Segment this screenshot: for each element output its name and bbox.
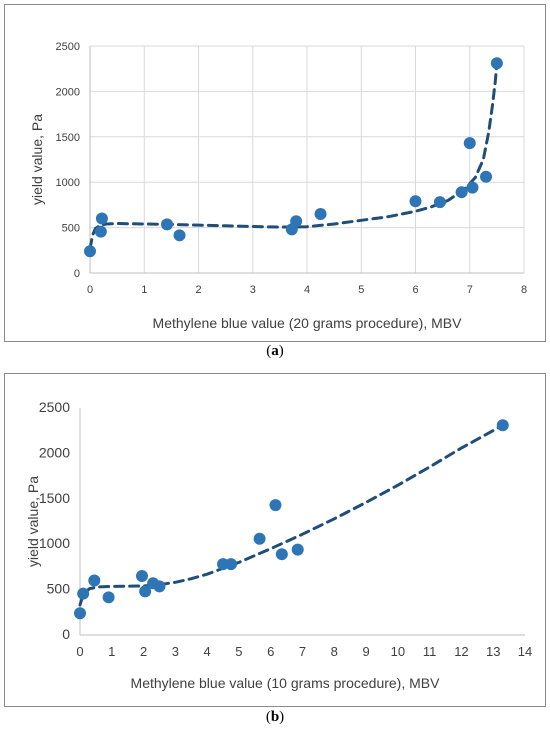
data-point (314, 207, 327, 220)
chart-panel-a: 0 1 2 3 4 5 6 7 8 0 500 1000 1500 2000 2500 Methylene b… (0, 0, 550, 342)
x-tick-label: 9 (362, 644, 369, 659)
y-tick-label: 1000 (39, 535, 70, 551)
y-tick-label: 2000 (56, 86, 80, 98)
data-point (94, 225, 107, 238)
y-tick-label: 1500 (56, 132, 80, 144)
data-point (253, 532, 266, 545)
x-tick-label: 5 (358, 284, 364, 296)
data-point (161, 218, 174, 231)
caption-a: (a) (266, 343, 284, 359)
chart-panel-b: 0 1 2 3 4 5 6 7 8 9 10 11 12 13 14 0 500 1000 1500 2000 2500… (0, 370, 550, 707)
x-tick-label: 8 (331, 644, 338, 659)
x-tick-label: 10 (391, 644, 405, 659)
data-point (95, 212, 108, 225)
data-point (224, 558, 237, 571)
x-tick-label: 4 (204, 644, 211, 659)
data-point (84, 245, 96, 258)
chart-a: 0 1 2 3 4 5 6 7 8 0 500 1000 1500 2000 2500 Methylene b… (29, 41, 527, 331)
data-point (77, 587, 90, 600)
x-tick-label: 7 (299, 644, 306, 659)
x-tick-label: 3 (250, 284, 256, 296)
data-point (409, 195, 422, 208)
y-axis-title: yield value, Pa (25, 476, 41, 567)
trendline (78, 423, 505, 607)
caption-b: (b) (265, 709, 285, 725)
data-point (269, 499, 282, 512)
data-point (102, 591, 115, 604)
x-tick-label: 1 (141, 284, 147, 296)
x-tick-label: 6 (412, 284, 418, 296)
data-point (480, 170, 493, 183)
data-point (153, 580, 166, 593)
data-point (291, 543, 304, 556)
y-tick-label: 2500 (56, 41, 80, 53)
y-tick-label: 0 (74, 268, 80, 280)
data-point (290, 215, 303, 228)
data-point (135, 569, 148, 582)
y-tick-label: 0 (62, 626, 70, 642)
data-point (490, 57, 503, 70)
x-axis-title: Methylene blue value (20 grams procedure… (153, 315, 463, 331)
x-tick-label: 1 (108, 644, 115, 659)
x-tick-label: 0 (87, 284, 93, 296)
x-tick-label: 4 (304, 284, 310, 296)
x-tick-label: 11 (423, 644, 437, 659)
x-tick-label: 2 (140, 644, 147, 659)
data-point (433, 196, 446, 209)
y-tick-label: 1000 (56, 177, 80, 189)
x-tick-label: 12 (454, 644, 468, 659)
x-tick-label: 7 (467, 284, 473, 296)
y-axis-title: yield value, Pa (29, 114, 45, 205)
data-point (173, 229, 186, 242)
y-tick-label: 2000 (39, 444, 70, 460)
caption-a-letter: a (271, 343, 279, 359)
x-tick-label: 3 (172, 644, 179, 659)
data-point (139, 585, 152, 598)
chart-b: 0 1 2 3 4 5 6 7 8 9 10 11 12 13 1405001000150020002500… (25, 399, 532, 691)
y-tick-label: 2500 (39, 399, 70, 415)
data-point (88, 574, 101, 587)
x-tick-label: 13 (486, 644, 500, 659)
data-point (74, 607, 86, 620)
y-tick-label: 500 (62, 223, 80, 235)
data-point (466, 181, 479, 194)
caption-b-letter: b (270, 709, 280, 725)
x-axis-title: Methylene blue value (10 grams procedure… (131, 675, 441, 691)
x-tick-label: 8 (521, 284, 527, 296)
data-point (463, 137, 476, 150)
chart-frame-b (4, 373, 546, 707)
x-tick-label: 0 (76, 644, 83, 659)
y-tick-label: 1500 (39, 490, 70, 506)
x-tick-label: 6 (267, 644, 274, 659)
data-point (275, 548, 288, 561)
x-tick-label: 2 (195, 284, 201, 296)
data-point (496, 419, 509, 432)
data-point (455, 186, 468, 199)
chart-frame-a (4, 4, 546, 342)
x-tick-label: 14 (518, 644, 532, 659)
y-tick-label: 500 (47, 581, 71, 597)
x-tick-label: 5 (235, 644, 242, 659)
trendline (88, 61, 499, 250)
